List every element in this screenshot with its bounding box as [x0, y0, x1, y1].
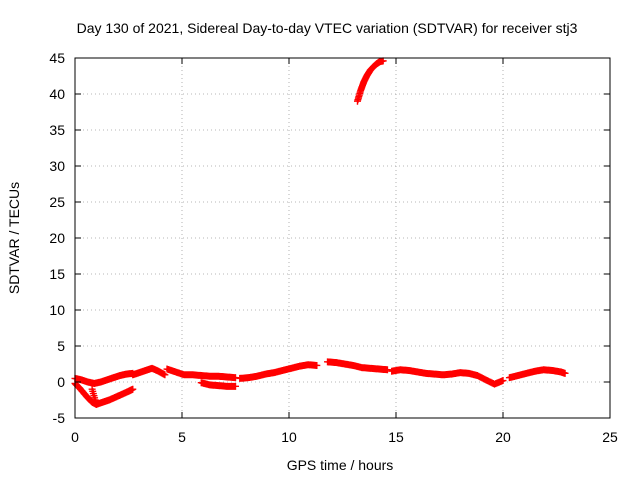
y-tick-label: 15: [49, 266, 65, 282]
x-tick-label: 25: [602, 429, 618, 445]
y-tick-label: 10: [49, 302, 65, 318]
series-segment: [388, 366, 507, 388]
series-segment: [129, 364, 169, 379]
grid-lines: [75, 58, 610, 418]
series-segment: [163, 365, 239, 382]
series-segment: [353, 57, 387, 105]
series-segment: [324, 358, 391, 374]
series-segment: [505, 366, 569, 382]
axis-ticks: 0 5 10 15 20 25 -5 0 5 10 15 20 25 30 35 40 45: [49, 50, 618, 445]
x-tick-label: 10: [281, 429, 297, 445]
y-tick-label: -5: [53, 410, 66, 426]
x-tick-label: 0: [71, 429, 79, 445]
x-tick-label: 15: [388, 429, 404, 445]
y-tick-label: 40: [49, 86, 65, 102]
series-segment: [71, 369, 137, 387]
x-axis-label: GPS time / hours: [287, 457, 394, 473]
x-tick-label: 5: [178, 429, 186, 445]
x-tick-label: 20: [495, 429, 511, 445]
y-tick-label: 30: [49, 158, 65, 174]
series-segment: [197, 379, 239, 390]
y-tick-label: 25: [49, 194, 65, 210]
y-tick-label: 35: [49, 122, 65, 138]
y-tick-label: 5: [57, 338, 65, 354]
y-axis-label: SDTVAR / TECUs: [6, 182, 22, 294]
series-segment: [236, 361, 321, 382]
y-tick-label: 20: [49, 230, 65, 246]
chart-title: Day 130 of 2021, Sidereal Day-to-day VTE…: [77, 20, 578, 36]
data-points: [71, 57, 569, 408]
series-segment: [88, 385, 137, 408]
y-tick-label: 45: [49, 50, 65, 66]
y-tick-label: 0: [57, 374, 65, 390]
